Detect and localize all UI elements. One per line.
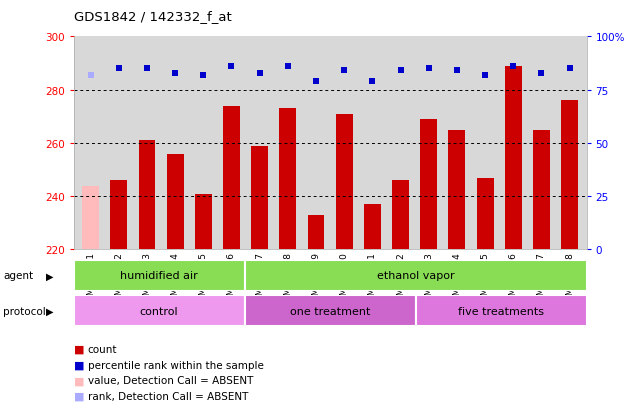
- Bar: [251, 146, 268, 250]
- Bar: [167, 154, 183, 250]
- Bar: [74, 260, 245, 291]
- Text: protocol: protocol: [3, 306, 46, 316]
- Bar: [449, 130, 465, 250]
- Text: humidified air: humidified air: [121, 271, 198, 281]
- Bar: [245, 295, 415, 326]
- Bar: [195, 194, 212, 250]
- Bar: [279, 109, 296, 250]
- Bar: [245, 260, 587, 291]
- Text: count: count: [88, 344, 117, 354]
- Bar: [138, 141, 155, 250]
- Text: control: control: [140, 306, 178, 316]
- Bar: [223, 106, 240, 250]
- Bar: [82, 186, 99, 250]
- Bar: [420, 120, 437, 250]
- Text: one treatment: one treatment: [290, 306, 370, 316]
- Text: value, Detection Call = ABSENT: value, Detection Call = ABSENT: [88, 375, 253, 385]
- Bar: [308, 215, 324, 250]
- Bar: [477, 178, 494, 250]
- Bar: [336, 114, 353, 250]
- Text: ▶: ▶: [46, 271, 54, 281]
- Text: ■: ■: [74, 360, 84, 370]
- Text: percentile rank within the sample: percentile rank within the sample: [88, 360, 263, 370]
- Bar: [364, 205, 381, 250]
- Text: rank, Detection Call = ABSENT: rank, Detection Call = ABSENT: [88, 391, 248, 401]
- Bar: [505, 66, 522, 250]
- Text: agent: agent: [3, 271, 33, 281]
- Text: ▶: ▶: [46, 306, 54, 316]
- Text: ■: ■: [74, 375, 84, 385]
- Bar: [415, 295, 587, 326]
- Bar: [561, 101, 578, 250]
- Text: five treatments: five treatments: [458, 306, 544, 316]
- Text: ■: ■: [74, 344, 84, 354]
- Text: ■: ■: [74, 391, 84, 401]
- Bar: [110, 181, 128, 250]
- Bar: [74, 295, 245, 326]
- Bar: [533, 130, 550, 250]
- Text: ethanol vapor: ethanol vapor: [377, 271, 454, 281]
- Bar: [392, 181, 409, 250]
- Text: GDS1842 / 142332_f_at: GDS1842 / 142332_f_at: [74, 10, 231, 23]
